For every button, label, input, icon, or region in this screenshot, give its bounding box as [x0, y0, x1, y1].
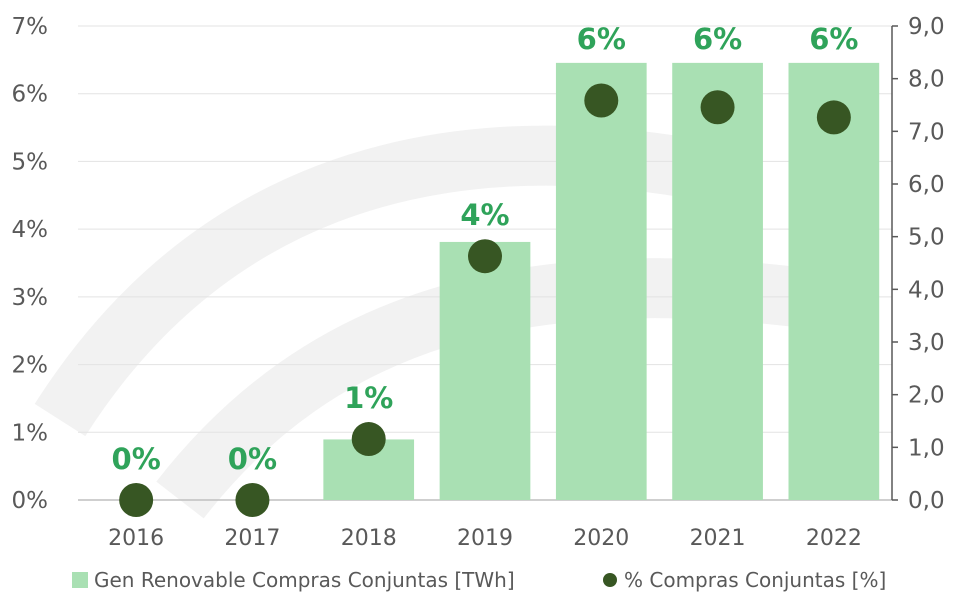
dot-2018: [351, 422, 386, 457]
legend: Gen Renovable Compras Conjuntas [TWh] % …: [72, 568, 886, 592]
data-labels: 0% 0% 1% 4% 6% 6% 6%: [112, 22, 859, 476]
y-right-tick-label: 0,0: [908, 488, 945, 514]
legend-dot-label: % Compras Conjuntas [%]: [624, 568, 886, 592]
data-label-2019: 4%: [460, 198, 509, 232]
y-left-tick-label: 1%: [12, 420, 49, 446]
data-label-2022: 6%: [809, 22, 858, 56]
y-left-tick-label: 5%: [12, 149, 49, 175]
y-right-tick-label: 1,0: [908, 435, 945, 461]
y-right-tick-label: 4,0: [908, 277, 945, 303]
x-tick-label: 2022: [806, 526, 862, 551]
dot-2017: [235, 483, 270, 517]
y-axis-left-ticks: 0% 1% 2% 3% 4% 5% 6% 7%: [12, 14, 49, 514]
legend-dot-swatch: [603, 573, 617, 587]
dot-2021: [700, 90, 735, 125]
dot-2019: [468, 239, 502, 274]
bar-2021: [672, 62, 763, 500]
x-tick-label: 2017: [224, 526, 280, 551]
y-left-tick-label: 7%: [12, 14, 49, 40]
y-axis-right-ticks: 0,0 1,0 2,0 3,0 4,0 5,0 6,0 7,0 8,0 9,0: [892, 14, 945, 514]
x-tick-label: 2016: [108, 526, 164, 551]
y-right-tick-label: 3,0: [908, 330, 945, 356]
data-label-2018: 1%: [344, 381, 393, 415]
data-label-2016: 0%: [112, 442, 161, 476]
x-tick-label: 2020: [573, 526, 629, 551]
data-label-2020: 6%: [577, 22, 626, 56]
x-tick-label: 2019: [457, 526, 513, 551]
y-right-tick-label: 2,0: [908, 383, 945, 409]
y-left-tick-label: 4%: [12, 217, 49, 243]
bar-2019: [439, 241, 531, 500]
legend-bar-label: Gen Renovable Compras Conjuntas [TWh]: [94, 568, 515, 592]
x-tick-label: 2018: [341, 526, 397, 551]
data-label-2021: 6%: [693, 22, 742, 56]
dot-2020: [584, 83, 619, 118]
data-label-2017: 0%: [228, 442, 277, 476]
legend-bar-swatch: [72, 572, 88, 588]
y-left-tick-label: 3%: [12, 285, 49, 311]
y-left-tick-label: 6%: [12, 82, 49, 108]
y-right-tick-label: 8,0: [908, 67, 945, 93]
y-right-tick-label: 6,0: [908, 172, 945, 198]
bar-2022: [788, 62, 880, 500]
y-right-tick-label: 9,0: [908, 14, 945, 40]
bar-series: [323, 62, 880, 500]
y-right-tick-label: 5,0: [908, 225, 945, 251]
y-left-tick-label: 2%: [12, 353, 49, 379]
dot-2016: [119, 483, 154, 517]
y-right-tick-label: 7,0: [908, 119, 945, 145]
x-tick-label: 2021: [690, 526, 746, 551]
y-left-tick-label: 0%: [12, 488, 49, 514]
dot-series: [119, 83, 851, 517]
x-axis-ticks: 2016 2017 2018 2019 2020 2021 2022: [108, 526, 862, 551]
dot-2022: [816, 100, 851, 135]
bar-2020: [555, 62, 647, 500]
